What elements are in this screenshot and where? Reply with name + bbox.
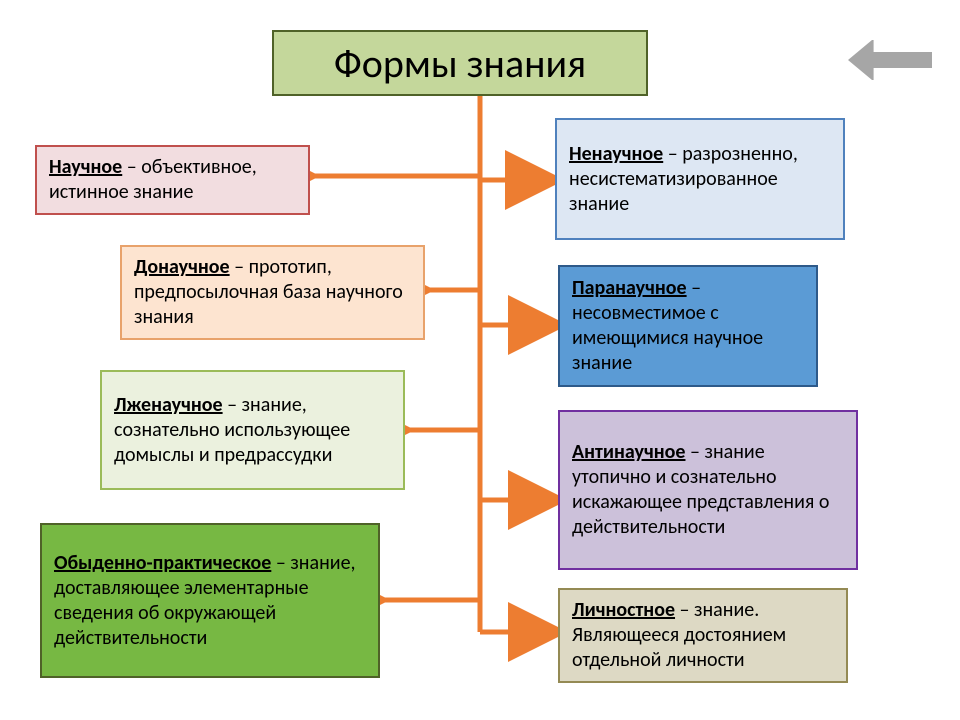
node-prescientific: Донаучное – прототип, предпосылочная баз… xyxy=(120,245,425,340)
title-box: Формы знания xyxy=(272,30,648,96)
node-pseudoscientific: Лженаучное – знание, сознательно использ… xyxy=(100,370,405,490)
node-term: Ненаучное xyxy=(569,142,663,166)
back-arrow-icon xyxy=(848,40,948,85)
node-term: Научное xyxy=(49,155,122,179)
node-antiscientific: Антинаучное – знание утопично и сознател… xyxy=(558,410,858,570)
title-text: Формы знания xyxy=(334,39,586,88)
node-term: Обыденно-практическое xyxy=(54,551,271,575)
diagram-stage: Формы знания Научное – объективное, исти… xyxy=(0,0,960,720)
node-term: Донаучное xyxy=(134,255,230,279)
node-nonscientific: Ненаучное – разрозненно, несистематизиро… xyxy=(555,118,845,240)
node-scientific: Научное – объективное, истинное знание xyxy=(35,145,310,215)
node-term: Лженаучное xyxy=(114,393,223,417)
node-everyday: Обыденно-практическое – знание, доставля… xyxy=(40,523,380,678)
node-term: Личностное xyxy=(572,598,675,622)
node-personal: Личностное – знание. Являющееся достояни… xyxy=(558,588,848,683)
node-term: Антинаучное xyxy=(572,440,685,464)
node-term: Паранаучное xyxy=(572,276,687,300)
node-parascientific: Паранаучное – несовместимое с имеющимися… xyxy=(558,265,818,387)
